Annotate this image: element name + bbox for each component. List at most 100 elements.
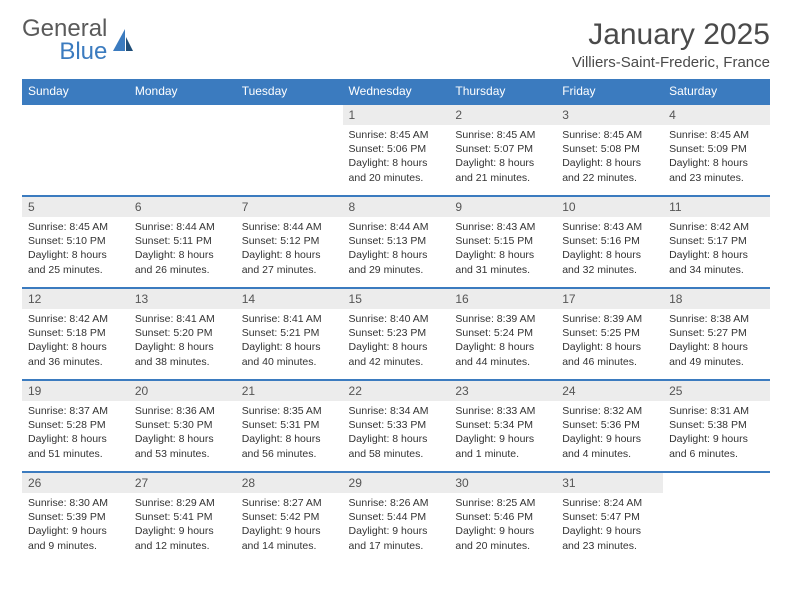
day-content: Sunrise: 8:40 AM Sunset: 5:23 PM Dayligh…: [343, 309, 450, 375]
day-cell: 27 Sunrise: 8:29 AM Sunset: 5:41 PM Dayl…: [129, 472, 236, 564]
sunset-line: Sunset: 5:18 PM: [28, 326, 123, 340]
sunrise-line: Sunrise: 8:30 AM: [28, 496, 123, 510]
sunset-line: Sunset: 5:10 PM: [28, 234, 123, 248]
sunset-line: Sunset: 5:25 PM: [562, 326, 657, 340]
day-cell: 6 Sunrise: 8:44 AM Sunset: 5:11 PM Dayli…: [129, 196, 236, 288]
sunset-line: Sunset: 5:07 PM: [455, 142, 550, 156]
day-cell: 19 Sunrise: 8:37 AM Sunset: 5:28 PM Dayl…: [22, 380, 129, 472]
week-row: 19 Sunrise: 8:37 AM Sunset: 5:28 PM Dayl…: [22, 380, 770, 472]
sunrise-line: Sunrise: 8:41 AM: [135, 312, 230, 326]
day-number: 19: [22, 381, 129, 401]
daylight-line: Daylight: 9 hours and 17 minutes.: [349, 524, 444, 552]
day-cell: 18 Sunrise: 8:38 AM Sunset: 5:27 PM Dayl…: [663, 288, 770, 380]
day-number: 8: [343, 197, 450, 217]
day-cell: 26 Sunrise: 8:30 AM Sunset: 5:39 PM Dayl…: [22, 472, 129, 564]
day-content: Sunrise: 8:43 AM Sunset: 5:16 PM Dayligh…: [556, 217, 663, 283]
week-row: 1 Sunrise: 8:45 AM Sunset: 5:06 PM Dayli…: [22, 104, 770, 196]
day-content: Sunrise: 8:26 AM Sunset: 5:44 PM Dayligh…: [343, 493, 450, 559]
day-number: 26: [22, 473, 129, 493]
sunset-line: Sunset: 5:47 PM: [562, 510, 657, 524]
day-number: 9: [449, 197, 556, 217]
day-number: 24: [556, 381, 663, 401]
day-number: 12: [22, 289, 129, 309]
daylight-line: Daylight: 8 hours and 44 minutes.: [455, 340, 550, 368]
daylight-line: Daylight: 8 hours and 53 minutes.: [135, 432, 230, 460]
sunrise-line: Sunrise: 8:44 AM: [135, 220, 230, 234]
day-content: Sunrise: 8:25 AM Sunset: 5:46 PM Dayligh…: [449, 493, 556, 559]
sunset-line: Sunset: 5:17 PM: [669, 234, 764, 248]
day-cell: [22, 104, 129, 196]
dow-wednesday: Wednesday: [343, 79, 450, 104]
day-cell: 31 Sunrise: 8:24 AM Sunset: 5:47 PM Dayl…: [556, 472, 663, 564]
sunrise-line: Sunrise: 8:45 AM: [455, 128, 550, 142]
day-cell: 4 Sunrise: 8:45 AM Sunset: 5:09 PM Dayli…: [663, 104, 770, 196]
day-content: Sunrise: 8:29 AM Sunset: 5:41 PM Dayligh…: [129, 493, 236, 559]
sunset-line: Sunset: 5:23 PM: [349, 326, 444, 340]
day-content: Sunrise: 8:35 AM Sunset: 5:31 PM Dayligh…: [236, 401, 343, 467]
day-content: Sunrise: 8:41 AM Sunset: 5:20 PM Dayligh…: [129, 309, 236, 375]
daylight-line: Daylight: 8 hours and 49 minutes.: [669, 340, 764, 368]
sunrise-line: Sunrise: 8:31 AM: [669, 404, 764, 418]
day-cell: 1 Sunrise: 8:45 AM Sunset: 5:06 PM Dayli…: [343, 104, 450, 196]
daylight-line: Daylight: 8 hours and 29 minutes.: [349, 248, 444, 276]
day-number: 27: [129, 473, 236, 493]
sunset-line: Sunset: 5:08 PM: [562, 142, 657, 156]
day-number: 2: [449, 105, 556, 125]
sunrise-line: Sunrise: 8:32 AM: [562, 404, 657, 418]
day-number: 22: [343, 381, 450, 401]
day-number: 17: [556, 289, 663, 309]
page-header: General Blue January 2025 Villiers-Saint…: [22, 18, 770, 71]
daylight-line: Daylight: 8 hours and 20 minutes.: [349, 156, 444, 184]
day-cell: 22 Sunrise: 8:34 AM Sunset: 5:33 PM Dayl…: [343, 380, 450, 472]
day-number: 5: [22, 197, 129, 217]
daylight-line: Daylight: 9 hours and 6 minutes.: [669, 432, 764, 460]
day-cell: 7 Sunrise: 8:44 AM Sunset: 5:12 PM Dayli…: [236, 196, 343, 288]
sunrise-line: Sunrise: 8:39 AM: [562, 312, 657, 326]
week-row: 12 Sunrise: 8:42 AM Sunset: 5:18 PM Dayl…: [22, 288, 770, 380]
sunset-line: Sunset: 5:38 PM: [669, 418, 764, 432]
sunset-line: Sunset: 5:36 PM: [562, 418, 657, 432]
sunrise-line: Sunrise: 8:27 AM: [242, 496, 337, 510]
day-content: Sunrise: 8:45 AM Sunset: 5:06 PM Dayligh…: [343, 125, 450, 191]
sunset-line: Sunset: 5:20 PM: [135, 326, 230, 340]
sunrise-line: Sunrise: 8:33 AM: [455, 404, 550, 418]
sunrise-line: Sunrise: 8:24 AM: [562, 496, 657, 510]
daylight-line: Daylight: 8 hours and 22 minutes.: [562, 156, 657, 184]
day-cell: 13 Sunrise: 8:41 AM Sunset: 5:20 PM Dayl…: [129, 288, 236, 380]
sunset-line: Sunset: 5:09 PM: [669, 142, 764, 156]
day-cell: 20 Sunrise: 8:36 AM Sunset: 5:30 PM Dayl…: [129, 380, 236, 472]
day-number: 31: [556, 473, 663, 493]
sunrise-line: Sunrise: 8:42 AM: [28, 312, 123, 326]
daylight-line: Daylight: 8 hours and 31 minutes.: [455, 248, 550, 276]
daylight-line: Daylight: 8 hours and 38 minutes.: [135, 340, 230, 368]
sunset-line: Sunset: 5:31 PM: [242, 418, 337, 432]
day-of-week-row: Sunday Monday Tuesday Wednesday Thursday…: [22, 79, 770, 104]
day-number: 25: [663, 381, 770, 401]
day-number: 15: [343, 289, 450, 309]
day-content: Sunrise: 8:32 AM Sunset: 5:36 PM Dayligh…: [556, 401, 663, 467]
sunrise-line: Sunrise: 8:45 AM: [349, 128, 444, 142]
sunset-line: Sunset: 5:44 PM: [349, 510, 444, 524]
day-content: Sunrise: 8:45 AM Sunset: 5:09 PM Dayligh…: [663, 125, 770, 191]
sunset-line: Sunset: 5:11 PM: [135, 234, 230, 248]
day-number: 1: [343, 105, 450, 125]
day-cell: 16 Sunrise: 8:39 AM Sunset: 5:24 PM Dayl…: [449, 288, 556, 380]
sunrise-line: Sunrise: 8:35 AM: [242, 404, 337, 418]
day-number: 10: [556, 197, 663, 217]
sunrise-line: Sunrise: 8:44 AM: [242, 220, 337, 234]
day-content: Sunrise: 8:24 AM Sunset: 5:47 PM Dayligh…: [556, 493, 663, 559]
sunset-line: Sunset: 5:28 PM: [28, 418, 123, 432]
week-row: 26 Sunrise: 8:30 AM Sunset: 5:39 PM Dayl…: [22, 472, 770, 564]
sunset-line: Sunset: 5:16 PM: [562, 234, 657, 248]
day-cell: 28 Sunrise: 8:27 AM Sunset: 5:42 PM Dayl…: [236, 472, 343, 564]
daylight-line: Daylight: 8 hours and 25 minutes.: [28, 248, 123, 276]
sunset-line: Sunset: 5:30 PM: [135, 418, 230, 432]
day-number: 16: [449, 289, 556, 309]
month-title: January 2025: [572, 18, 770, 52]
sunset-line: Sunset: 5:34 PM: [455, 418, 550, 432]
day-cell: 8 Sunrise: 8:44 AM Sunset: 5:13 PM Dayli…: [343, 196, 450, 288]
week-row: 5 Sunrise: 8:45 AM Sunset: 5:10 PM Dayli…: [22, 196, 770, 288]
day-cell: 10 Sunrise: 8:43 AM Sunset: 5:16 PM Dayl…: [556, 196, 663, 288]
day-content: Sunrise: 8:44 AM Sunset: 5:13 PM Dayligh…: [343, 217, 450, 283]
day-cell: 25 Sunrise: 8:31 AM Sunset: 5:38 PM Dayl…: [663, 380, 770, 472]
